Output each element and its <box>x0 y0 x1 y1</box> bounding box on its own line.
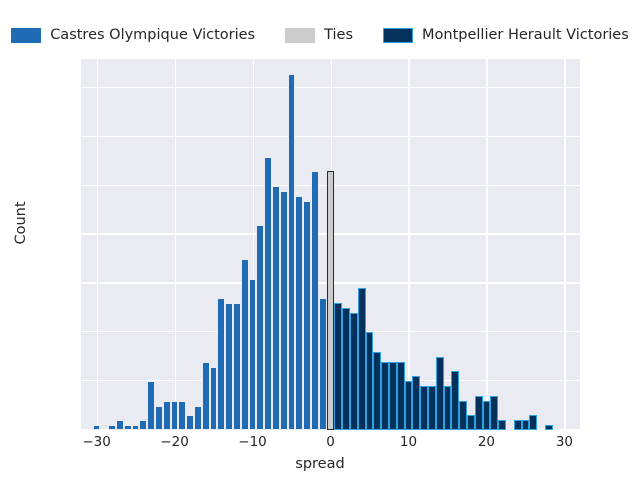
bar-montpellier-17 <box>459 400 467 430</box>
bar-castres--30 <box>92 425 101 430</box>
x-tick-label-30: 30 <box>555 434 573 450</box>
legend-swatch-montpellier <box>383 27 414 43</box>
plot-area <box>81 59 580 430</box>
bar-montpellier-4 <box>357 288 366 430</box>
bar-montpellier-24 <box>513 420 522 430</box>
bar-castres--19 <box>178 400 187 430</box>
bar-montpellier-5 <box>365 332 374 430</box>
bar-montpellier-14 <box>435 356 444 430</box>
bar-montpellier-15 <box>443 386 452 430</box>
legend-label-montpellier: Montpellier Herault Victories <box>422 27 629 43</box>
bar-castres--7 <box>272 185 280 430</box>
bar-montpellier-21 <box>490 395 499 430</box>
histogram-bars <box>81 59 580 430</box>
x-tick-label-20: 20 <box>477 434 496 450</box>
gridline-x--10 <box>252 59 254 430</box>
bar-castres--17 <box>194 405 202 430</box>
x-tick-label--30: −30 <box>82 434 111 450</box>
x-tick-label--20: −20 <box>160 434 189 450</box>
bar-montpellier-19 <box>474 395 483 430</box>
bar-castres--14 <box>217 298 226 430</box>
bar-castres--9 <box>256 224 265 430</box>
legend-entry-ties: Ties <box>285 27 353 43</box>
bar-castres--12 <box>233 303 241 430</box>
gridline-x--20 <box>174 59 176 430</box>
legend-entry-montpellier: Montpellier Herault Victories <box>383 27 629 43</box>
bar-castres--11 <box>240 259 249 430</box>
gridline-x-10 <box>408 59 410 430</box>
legend-entry-castres: Castres Olympique Victories <box>11 27 255 43</box>
legend-label-ties: Ties <box>324 27 354 43</box>
legend-swatch-castres <box>11 27 42 43</box>
bar-castres--4 <box>295 195 304 430</box>
bar-montpellier-2 <box>342 307 350 430</box>
bar-castres--3 <box>303 200 311 430</box>
bar-castres--28 <box>108 425 117 430</box>
bar-montpellier-12 <box>420 386 428 430</box>
bar-castres--5 <box>287 73 296 430</box>
bar-montpellier-18 <box>466 415 475 430</box>
gridline-x-30 <box>564 59 566 430</box>
bar-montpellier-6 <box>373 351 382 430</box>
bar-montpellier-11 <box>412 376 421 430</box>
x-tick-label-0: 0 <box>326 434 335 450</box>
bar-montpellier-22 <box>498 420 506 430</box>
bar-castres--22 <box>155 405 163 430</box>
x-axis-label: spread <box>295 456 345 472</box>
bar-castres--25 <box>131 425 140 430</box>
bar-montpellier-16 <box>451 371 460 430</box>
legend-swatch-ties <box>285 27 316 43</box>
bar-montpellier-10 <box>404 381 413 430</box>
bar-castres--10 <box>248 278 257 430</box>
bar-castres--23 <box>147 381 156 430</box>
chart-legend: Castres Olympique Victories Ties Montpel… <box>0 22 640 48</box>
bar-montpellier-8 <box>388 361 397 430</box>
bar-montpellier-28 <box>544 425 553 430</box>
bar-castres--18 <box>186 415 195 430</box>
bar-castres--13 <box>225 303 234 430</box>
legend-label-castres: Castres Olympique Victories <box>50 27 256 43</box>
bar-montpellier-9 <box>396 361 405 430</box>
bar-montpellier-13 <box>427 386 436 430</box>
bar-montpellier-25 <box>521 420 530 430</box>
bar-montpellier-1 <box>334 303 343 430</box>
bar-castres--26 <box>123 425 132 430</box>
bar-castres--21 <box>162 400 171 430</box>
bar-tie-0 <box>326 171 335 430</box>
bar-castres--1 <box>318 298 327 430</box>
bar-castres--27 <box>116 420 124 430</box>
bar-castres--24 <box>139 420 148 430</box>
gridline-x-20 <box>486 59 488 430</box>
bar-castres--20 <box>170 400 179 430</box>
bar-castres--2 <box>311 171 319 430</box>
bar-montpellier-20 <box>482 400 491 430</box>
bar-montpellier-26 <box>529 415 538 430</box>
bar-montpellier-7 <box>381 361 389 430</box>
x-tick-label-10: 10 <box>399 434 418 450</box>
bar-castres--16 <box>201 361 210 430</box>
x-tick-label--10: −10 <box>238 434 267 450</box>
y-axis-label: Count <box>13 201 29 245</box>
bar-castres--15 <box>209 366 218 430</box>
bar-castres--8 <box>264 156 273 430</box>
bar-montpellier-3 <box>349 312 358 430</box>
gridline-x--30 <box>96 59 98 430</box>
bar-castres--6 <box>279 190 288 430</box>
